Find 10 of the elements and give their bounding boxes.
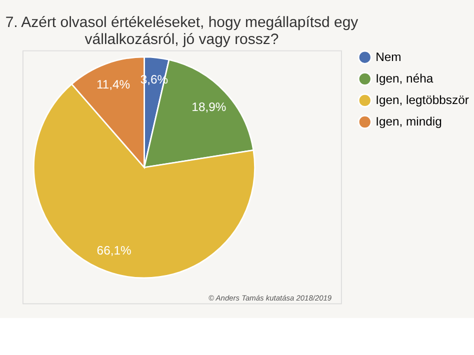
legend-label: Igen, legtöbbször — [376, 93, 469, 108]
data-label: 18,9% — [192, 100, 226, 114]
data-label: 66,1% — [96, 243, 132, 258]
legend-label: Nem — [376, 50, 402, 64]
text: © Anders Tamás kutatása 2018/2019 — [208, 293, 332, 302]
legend-label: Igen, néha — [376, 72, 434, 86]
text: 7. Azért olvasol értékeléseket, hogy megállapítsd egy — [5, 14, 358, 31]
data-label: 11,4% — [96, 77, 130, 92]
legend-label: Igen, mindig — [376, 114, 442, 129]
text: vállalkozásról, jó vagy rossz? — [84, 30, 279, 48]
